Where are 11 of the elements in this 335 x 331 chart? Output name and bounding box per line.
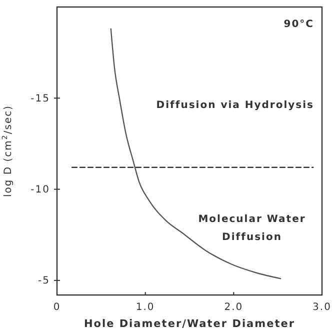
x-tick-label: 0 <box>53 302 61 314</box>
y-tick-label: -15 <box>30 93 50 104</box>
x-tick-label: 1.0 <box>136 302 155 314</box>
x-tick-label: 2.0 <box>224 302 244 314</box>
x-axis-title: Hole Diameter/Water Diameter <box>84 318 296 330</box>
y-tick-label: -5 <box>38 276 50 287</box>
annotation: Diffusion via Hydrolysis <box>156 100 314 111</box>
annotation: 90°C <box>284 19 314 30</box>
y-tick-label: -10 <box>30 184 50 196</box>
x-tick-label: 3.0 <box>312 302 332 314</box>
annotation: Molecular Water Diffusion <box>198 214 306 243</box>
